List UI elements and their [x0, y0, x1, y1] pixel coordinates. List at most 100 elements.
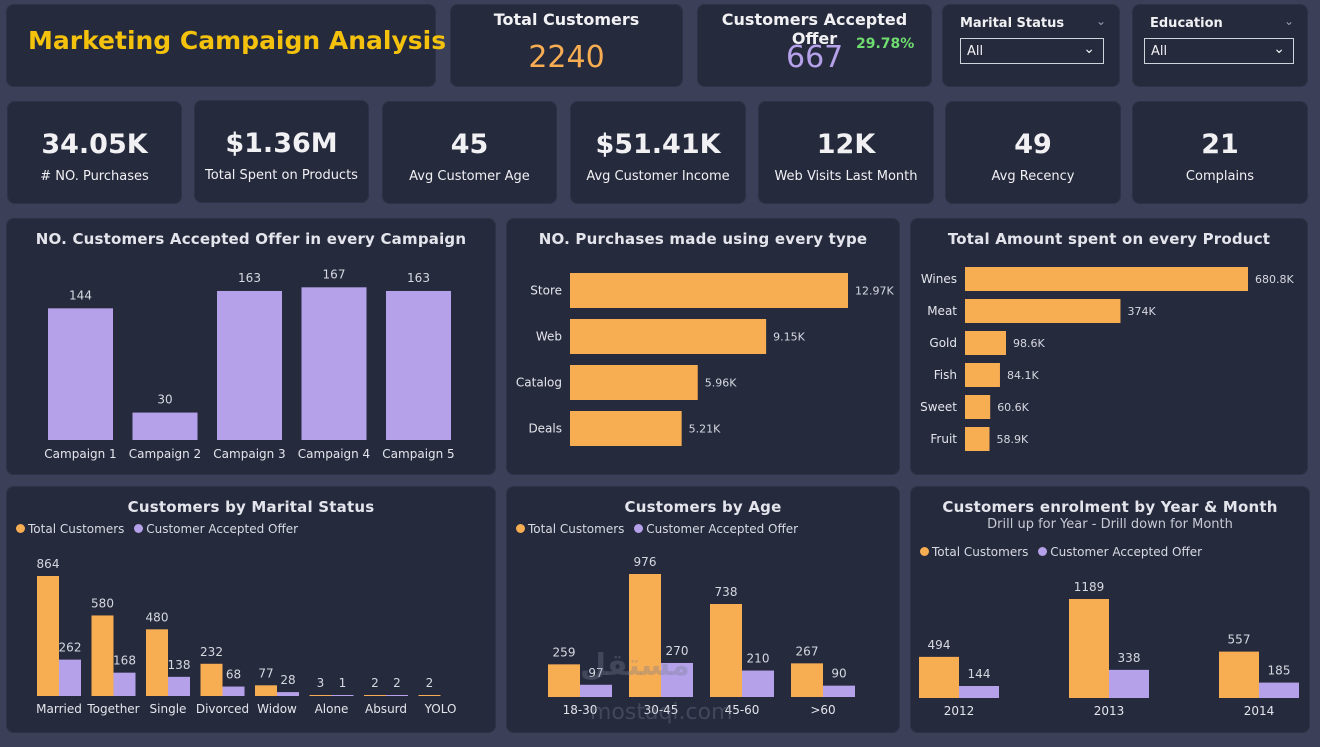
page-title: Marketing Campaign Analysis — [28, 26, 447, 55]
marital-status-dropdown[interactable]: All ⌄ — [960, 38, 1104, 64]
data-label: 68 — [226, 668, 241, 682]
data-label: 90 — [831, 667, 846, 681]
bar[interactable] — [48, 308, 113, 440]
bar[interactable] — [965, 427, 990, 451]
age-bar-chart: 259 97 18-30 976 270 30-45 738 210 45-60 267 90 >60 — [548, 555, 855, 717]
data-label: 338 — [1118, 651, 1141, 665]
bar-total[interactable] — [255, 685, 277, 696]
bar-accepted[interactable] — [580, 684, 612, 697]
legend-item-accepted[interactable]: Customer Accepted Offer — [134, 522, 298, 536]
data-label: 580 — [91, 596, 114, 610]
data-label: 98.6K — [1013, 337, 1045, 350]
category-label: Single — [150, 702, 187, 716]
education-dropdown[interactable]: All ⌄ — [1144, 38, 1294, 64]
legend-label: Customer Accepted Offer — [146, 522, 299, 536]
bar-total[interactable] — [37, 576, 59, 696]
bar-total[interactable] — [548, 664, 580, 697]
stat-value: 45 — [450, 129, 489, 160]
bar-accepted[interactable] — [386, 695, 408, 696]
data-label: 1189 — [1074, 580, 1105, 594]
kpi-value: 667 — [786, 40, 844, 75]
legend-item-accepted[interactable]: Customer Accepted Offer — [634, 522, 798, 536]
bar-total[interactable] — [1069, 599, 1109, 698]
bar[interactable] — [965, 395, 991, 419]
category-label: Meat — [927, 304, 957, 318]
legend-item-accepted[interactable]: Customer Accepted Offer — [1038, 545, 1202, 559]
chart-title: Total Amount spent on every Product — [947, 230, 1271, 248]
data-label: 185 — [1268, 664, 1291, 678]
data-label: 210 — [747, 652, 770, 666]
data-label: 168 — [113, 654, 136, 668]
bar-total[interactable] — [791, 663, 823, 697]
legend-label: Customer Accepted Offer — [646, 522, 799, 536]
bar-total[interactable] — [200, 663, 223, 696]
bar-accepted[interactable] — [331, 695, 354, 696]
bar[interactable] — [570, 365, 698, 400]
bar-total[interactable] — [309, 695, 332, 696]
legend-label: Total Customers — [932, 545, 1029, 559]
bar-accepted[interactable] — [1259, 682, 1299, 698]
bar-total[interactable] — [710, 603, 742, 697]
stat-label: Total Spent on Products — [205, 168, 358, 183]
bar-total[interactable] — [629, 574, 661, 697]
bar-accepted[interactable] — [742, 670, 774, 697]
bar-total[interactable] — [146, 629, 168, 696]
bar-accepted[interactable] — [823, 685, 855, 697]
chevron-down-icon: ⌄ — [1273, 41, 1285, 57]
stat-card-web-visits: 12K Web Visits Last Month — [758, 101, 934, 204]
bar-accepted[interactable] — [959, 686, 999, 698]
bar[interactable] — [386, 290, 451, 440]
bar[interactable] — [965, 363, 1000, 387]
bar-accepted[interactable] — [1109, 669, 1149, 698]
legend-item-total[interactable]: Total Customers — [16, 522, 124, 536]
bar-total[interactable] — [418, 695, 441, 696]
category-label: Store — [530, 284, 562, 298]
data-label: 232 — [200, 645, 223, 659]
stat-label: Avg Customer Age — [409, 169, 530, 184]
bar-total[interactable] — [919, 656, 959, 698]
bar[interactable] — [965, 267, 1248, 291]
bar-total[interactable] — [1219, 651, 1259, 698]
legend-label: Total Customers — [28, 522, 125, 536]
bar[interactable] — [301, 287, 367, 440]
bar-accepted[interactable] — [277, 692, 299, 696]
category-label: Gold — [929, 336, 957, 350]
category-label: Campaign 2 — [129, 447, 201, 461]
chart-legend: Total Customers Customer Accepted Offer — [16, 522, 304, 536]
bar-accepted[interactable] — [222, 686, 245, 696]
bar[interactable] — [965, 299, 1121, 323]
chart-title: Customers by Age — [624, 498, 782, 516]
data-label: 2 — [393, 676, 401, 690]
data-label: 1 — [339, 676, 347, 690]
bar[interactable] — [570, 411, 682, 446]
category-label: Fish — [934, 368, 957, 382]
category-label: Campaign 4 — [298, 447, 370, 461]
bar[interactable] — [570, 273, 848, 308]
bar-accepted[interactable] — [59, 659, 81, 696]
bar[interactable] — [965, 331, 1006, 355]
bar[interactable] — [132, 412, 198, 440]
chart-legend: Total Customers Customer Accepted Offer — [516, 522, 804, 536]
chevron-down-icon[interactable]: ⌄ — [1283, 14, 1294, 28]
bar-total[interactable] — [364, 695, 386, 696]
category-label: Campaign 5 — [382, 447, 454, 461]
stat-value: 49 — [1014, 129, 1052, 160]
legend-item-total[interactable]: Total Customers — [516, 522, 624, 536]
category-label: YOLO — [424, 702, 457, 716]
category-label: Widow — [257, 702, 297, 716]
kpi-total-customers: Total Customers 2240 — [450, 4, 683, 87]
bar-total[interactable] — [91, 615, 114, 696]
chart-legend: Total Customers Customer Accepted Offer — [920, 545, 1208, 559]
bar[interactable] — [570, 319, 767, 354]
category-label: >60 — [810, 703, 835, 717]
bar-accepted[interactable] — [661, 662, 693, 697]
data-label: 60.6K — [997, 401, 1029, 414]
bar-accepted[interactable] — [113, 672, 136, 696]
category-label: Together — [86, 702, 139, 716]
legend-item-total[interactable]: Total Customers — [920, 545, 1028, 559]
bar[interactable] — [217, 290, 282, 440]
bar-accepted[interactable] — [168, 676, 190, 696]
chart-subtitle: Drill up for Year - Drill down for Month — [987, 517, 1233, 532]
chart-enrolment-card: Customers enrolment by Year & Month Dril… — [910, 486, 1310, 733]
chevron-down-icon[interactable]: ⌄ — [1095, 14, 1106, 28]
